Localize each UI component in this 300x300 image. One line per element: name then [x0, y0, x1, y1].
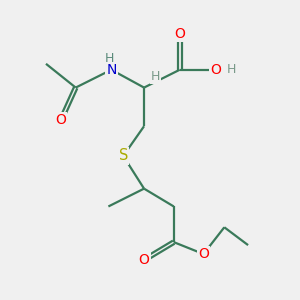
Text: O: O [56, 113, 66, 127]
Text: O: O [210, 63, 221, 77]
Text: O: O [174, 27, 185, 41]
Text: H: H [151, 70, 160, 83]
Text: O: O [139, 253, 149, 267]
Text: N: N [106, 63, 116, 77]
Text: H: H [227, 63, 236, 76]
Text: S: S [118, 148, 128, 164]
Text: H: H [105, 52, 115, 65]
Text: O: O [198, 247, 209, 261]
